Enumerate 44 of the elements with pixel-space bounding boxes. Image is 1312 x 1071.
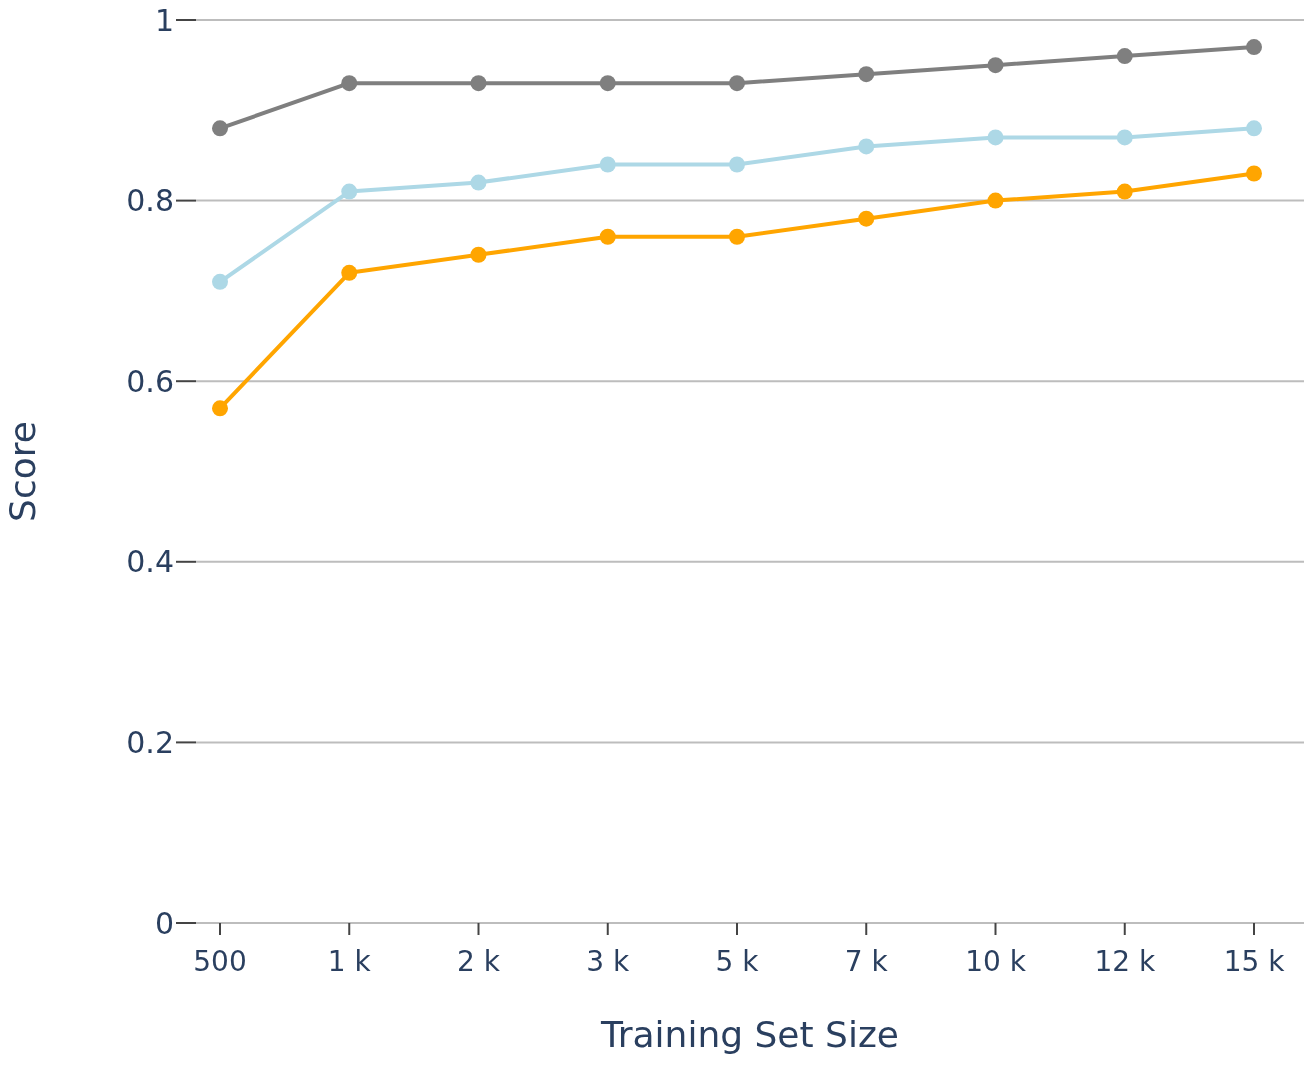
point xyxy=(341,75,358,92)
x-axis-title: Training Set Size xyxy=(600,1014,899,1055)
point xyxy=(858,66,875,83)
point xyxy=(858,138,875,155)
point xyxy=(987,192,1004,209)
point xyxy=(470,246,487,263)
y-axis-title: Score xyxy=(1,421,43,522)
y-tick-label: 1 xyxy=(154,2,174,38)
point xyxy=(729,228,745,245)
x-tick-label: 1 k xyxy=(327,944,372,978)
point xyxy=(1246,120,1262,137)
y-tick-label: 0.6 xyxy=(126,363,174,399)
x-tick-label: 15 k xyxy=(1223,944,1286,978)
point xyxy=(1116,183,1133,200)
point xyxy=(341,183,358,200)
point xyxy=(599,156,616,173)
point xyxy=(212,273,228,290)
point xyxy=(212,120,228,137)
x-tick-label: 500 xyxy=(193,944,247,978)
x-tick-label: 5 k xyxy=(715,944,760,978)
point xyxy=(987,57,1004,74)
x-tick-label: 12 k xyxy=(1094,944,1156,978)
x-tick-label: 3 k xyxy=(586,944,630,978)
point xyxy=(987,129,1004,146)
point xyxy=(1116,48,1133,65)
point xyxy=(858,210,875,227)
point xyxy=(599,75,616,92)
y-tick-label: 0 xyxy=(154,905,174,941)
y-tick-label: 0.2 xyxy=(126,725,174,761)
point xyxy=(341,264,358,281)
point xyxy=(470,174,487,191)
x-tick-label: 2 k xyxy=(457,944,501,978)
point xyxy=(212,400,228,417)
point xyxy=(729,156,745,173)
point xyxy=(729,75,745,92)
y-tick-label: 0.4 xyxy=(126,544,174,580)
point xyxy=(1246,39,1262,56)
point xyxy=(1246,165,1262,182)
point xyxy=(470,75,487,92)
x-tick-label: 7 k xyxy=(844,944,889,978)
point xyxy=(1116,129,1133,146)
x-tick-label: 10 k xyxy=(965,944,1027,978)
point xyxy=(599,228,616,245)
y-tick-label: 0.8 xyxy=(126,183,174,219)
